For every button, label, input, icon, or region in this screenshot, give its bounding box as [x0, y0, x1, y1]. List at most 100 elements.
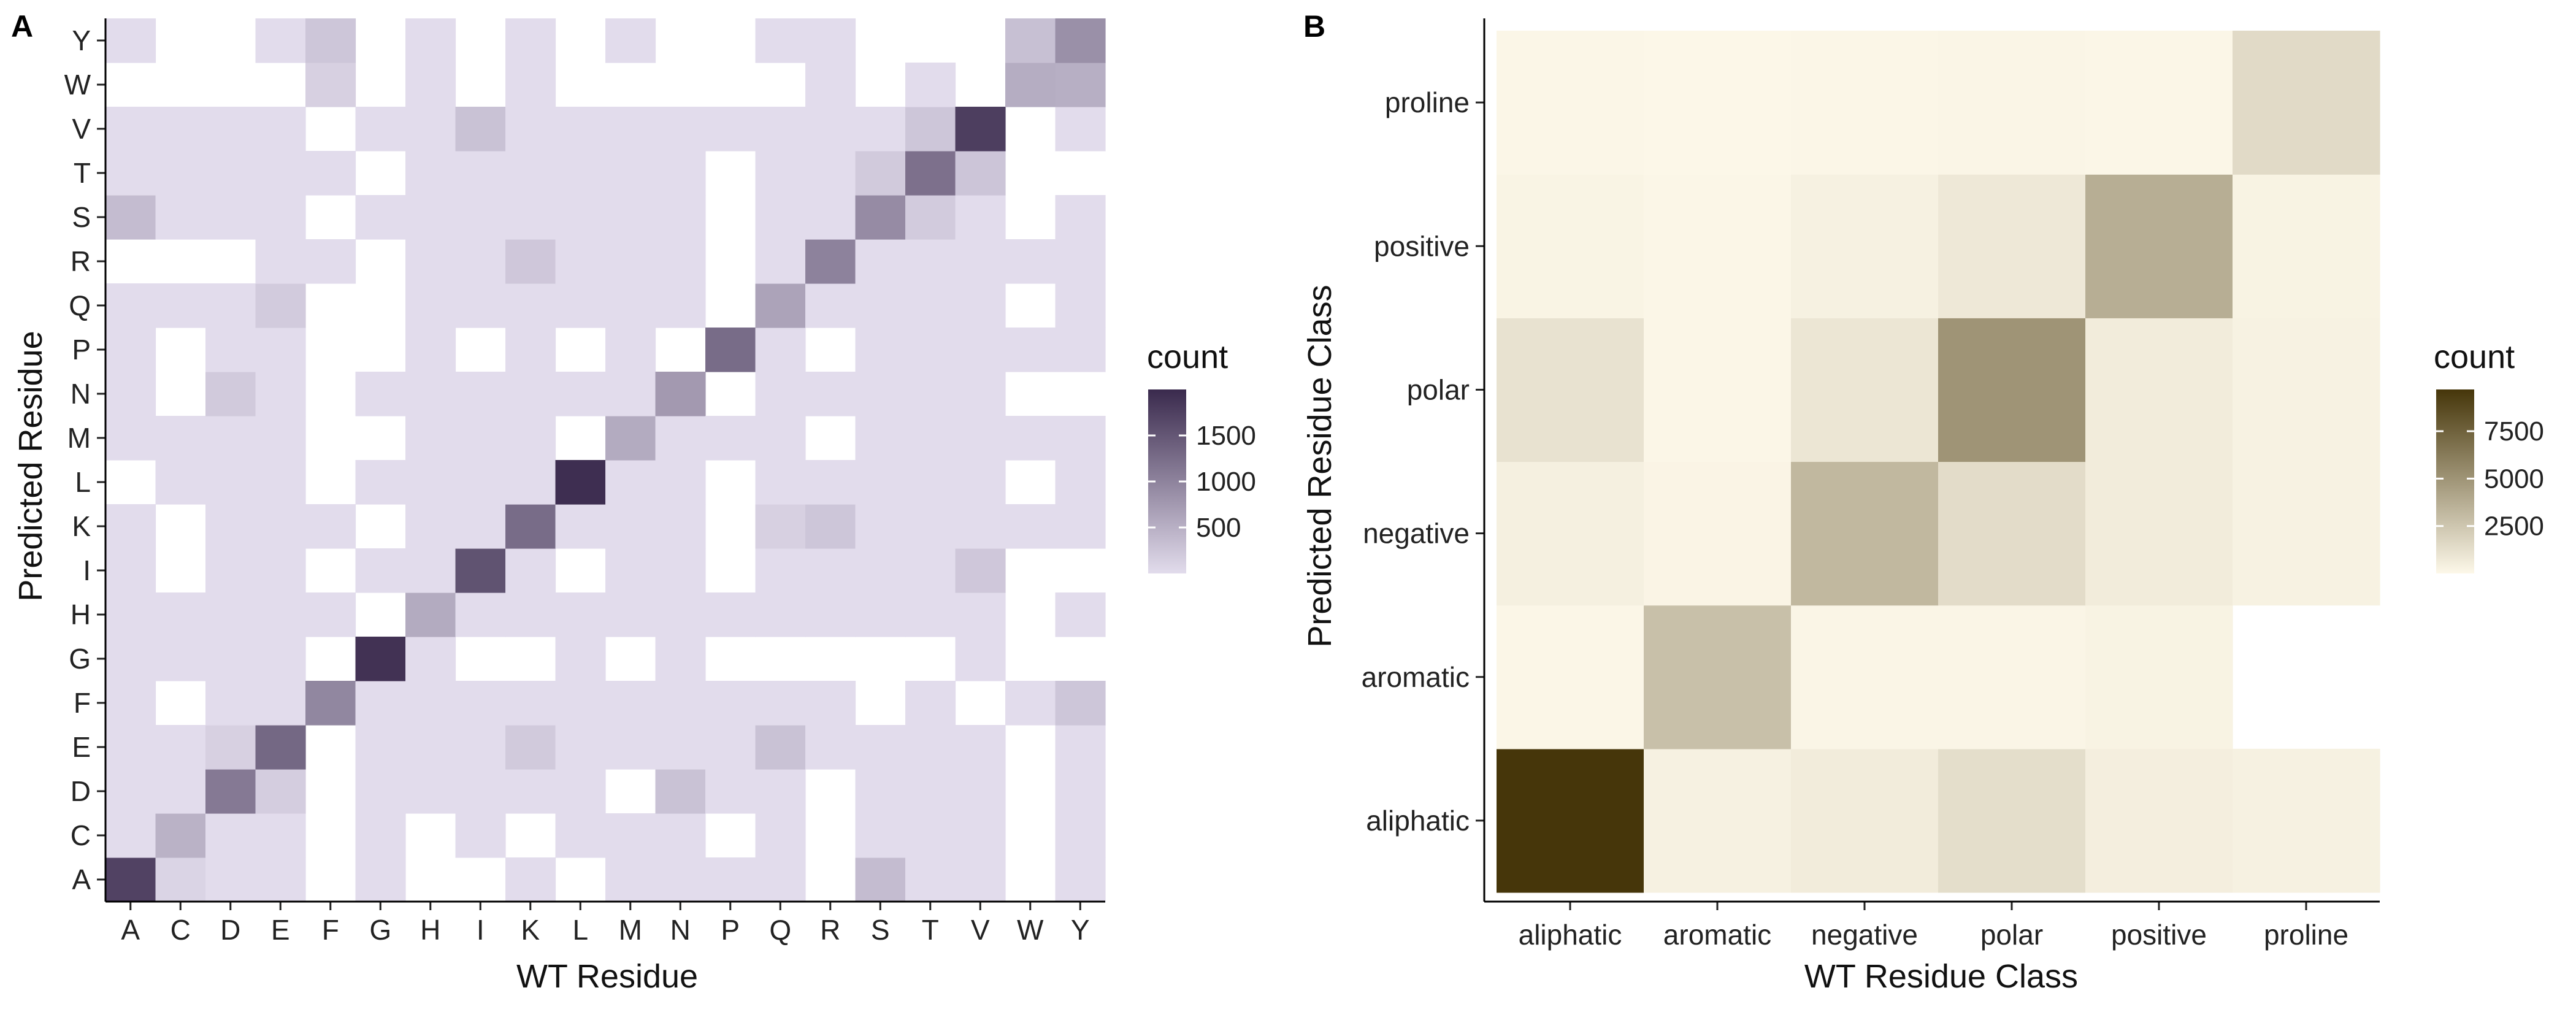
heatmap-a-cell [855, 725, 906, 770]
heatmap-a-cell [205, 328, 256, 372]
heatmap-b-cell [2085, 318, 2233, 462]
heatmap-b-cell [2233, 318, 2380, 462]
heatmap-a-cell [405, 592, 456, 637]
heatmap-a-cell [205, 548, 256, 593]
heatmap-a-cell [955, 813, 1006, 858]
heatmap-a-cell [1055, 18, 1106, 63]
heatmap-b-cell [2085, 174, 2233, 318]
heatmap-a-cell [255, 239, 306, 284]
heatmap-a-cell [955, 239, 1006, 284]
heatmap-a-cell [455, 725, 506, 770]
heatmap-a-cell [555, 504, 606, 549]
heatmap-a-cell [405, 18, 456, 63]
heatmap-a-cell [855, 460, 906, 505]
heatmap-a-x-tick-label: Y [1071, 914, 1090, 946]
heatmap-b-cell [1497, 31, 1644, 175]
heatmap-a-cell [405, 637, 456, 681]
heatmap-a-cell [855, 239, 906, 284]
heatmap-b-cell [1791, 31, 1939, 175]
heatmap-a-cell [1055, 239, 1106, 284]
heatmap-a-cell [105, 283, 156, 328]
heatmap-a-x-tick-label: P [721, 914, 740, 946]
heatmap-a-x-tick-label: C [171, 914, 191, 946]
heatmap-a-cell [1005, 681, 1056, 726]
heatmap-a-cell [455, 460, 506, 505]
heatmap-a-cell [955, 548, 1006, 593]
heatmap-a-cell [955, 504, 1006, 549]
heatmap-a-cell [105, 328, 156, 372]
heatmap-a-cell [655, 283, 706, 328]
heatmap-a-cell [305, 504, 356, 549]
heatmap-a-cell [405, 681, 456, 726]
heatmap-a-cell [705, 592, 756, 637]
heatmap-a-cell [955, 637, 1006, 681]
heatmap-b-cell [1791, 605, 1939, 749]
heatmap-a-cell [1055, 813, 1106, 858]
heatmap-b-y-tick-labels: aliphatic aromatic negative polar positive pr… [1362, 86, 1484, 837]
heatmap-a-cell [755, 857, 806, 902]
heatmap-a-cell [655, 725, 706, 770]
heatmap-a-cell [905, 372, 956, 416]
heatmap-a-cell [905, 195, 956, 240]
heatmap-a-cell [1055, 725, 1106, 770]
heatmap-a-cell [355, 460, 406, 505]
heatmap-a-cell [205, 769, 256, 814]
heatmap-a-x-tick-label: N [670, 914, 691, 946]
heatmap-a-cell [655, 416, 706, 461]
heatmap-a-cell [205, 592, 256, 637]
heatmap-a-cell [755, 548, 806, 593]
heatmap-a-cell [155, 813, 206, 858]
heatmap-b-y-tick-label: aromatic [1362, 661, 1470, 693]
heatmap-a-cell [1055, 416, 1106, 461]
heatmap-a-cell [1005, 63, 1056, 107]
heatmap-b-cell [1644, 31, 1792, 175]
heatmap-a-cell [855, 548, 906, 593]
heatmap-a-cell [655, 239, 706, 284]
heatmap-a-cell [555, 769, 606, 814]
heatmap-a-cell [455, 548, 506, 593]
heatmap-a-cell [805, 283, 856, 328]
heatmap-a-y-tick-label: V [72, 113, 91, 145]
heatmap-a-cell [605, 460, 656, 505]
heatmap-a-cell [805, 107, 856, 151]
heatmap-a-cell [855, 857, 906, 902]
heatmap-b-cells [1497, 31, 2380, 893]
heatmap-a-cell [255, 681, 306, 726]
heatmap-a-cell [655, 857, 706, 902]
heatmap-a-cell [105, 592, 156, 637]
heatmap-a-cell [205, 195, 256, 240]
legend-b-ticks: 2500 5000 7500 [2436, 416, 2544, 542]
heatmap-a-cell [905, 416, 956, 461]
heatmap-a-cell [905, 460, 956, 505]
heatmap-a-cell [405, 239, 456, 284]
heatmap-a-cell [855, 107, 906, 151]
heatmap-a-cell [255, 283, 306, 328]
heatmap-a-y-tick-label: Q [69, 289, 91, 321]
heatmap-a-cell [455, 592, 506, 637]
heatmap-a-cell [155, 460, 206, 505]
heatmap-a-cell [455, 813, 506, 858]
heatmap-a-cell [805, 239, 856, 284]
heatmap-a-cell [705, 725, 756, 770]
heatmap-a-cell [955, 769, 1006, 814]
heatmap-a-cell [605, 328, 656, 372]
heatmap-a-cell [855, 592, 906, 637]
heatmap-b-cell [1791, 461, 1939, 606]
heatmap-b-y-axis-title: Predicted Residue Class [1301, 285, 1338, 647]
heatmap-a-cell [155, 857, 206, 902]
heatmap-b-y-tick-label: proline [1385, 86, 1470, 118]
heatmap-a-cell [755, 151, 806, 196]
heatmap-a-cell [955, 107, 1006, 151]
heatmap-a-cell [955, 283, 1006, 328]
legend-b-tick-label: 7500 [2484, 416, 2544, 447]
heatmap-a-cell [955, 328, 1006, 372]
heatmap-a-x-tick-label: E [271, 914, 290, 946]
heatmap-b-cell [2085, 461, 2233, 606]
heatmap-a-cell [505, 725, 556, 770]
heatmap-a-cell [105, 548, 156, 593]
heatmap-a-cell [405, 107, 456, 151]
panel-b: B aliphatic aromatic negative polar positive… [1301, 9, 2544, 995]
heatmap-a-cell [505, 548, 556, 593]
